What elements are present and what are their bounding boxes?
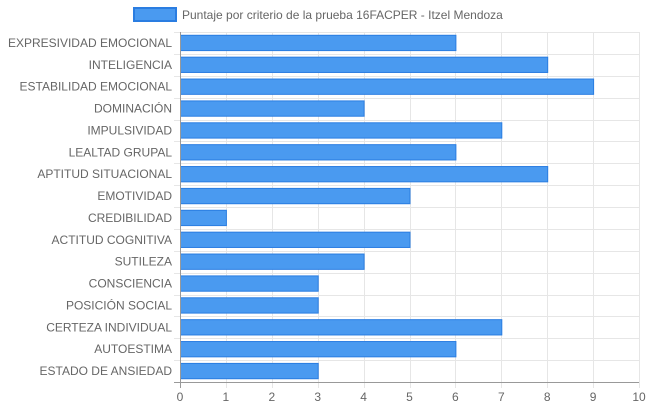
bar[interactable] — [180, 187, 411, 205]
bar[interactable] — [180, 231, 411, 248]
bar[interactable] — [180, 319, 503, 336]
category-label: INTELIGENCIA — [89, 58, 172, 72]
bar[interactable] — [180, 78, 595, 95]
x-tick-label: 10 — [632, 390, 646, 404]
bar[interactable] — [180, 122, 503, 139]
x-tick-label: 2 — [268, 390, 275, 404]
x-tick-label: 5 — [406, 390, 413, 404]
bar[interactable] — [180, 341, 457, 358]
category-label: IMPULSIVIDAD — [87, 123, 172, 137]
category-label: POSICIÓN SOCIAL — [66, 297, 172, 312]
category-label: CERTEZA INDIVIDUAL — [46, 320, 172, 334]
legend[interactable]: Puntaje por criterio de la prueba 16FACP… — [133, 7, 503, 22]
bar[interactable] — [180, 34, 457, 52]
category-label: CREDIBILIDAD — [88, 211, 172, 225]
category-label: AUTOESTIMA — [94, 342, 172, 356]
category-label: EMOTIVIDAD — [97, 189, 172, 203]
bar[interactable] — [180, 56, 549, 73]
category-labels: EXPRESIVIDAD EMOCIONAL INTELIGENCIA ESTABI… — [8, 36, 172, 378]
x-tick-label: 9 — [590, 390, 597, 404]
x-tick-label: 6 — [452, 390, 459, 404]
legend-swatch — [133, 7, 177, 22]
bar[interactable] — [180, 275, 319, 292]
bar[interactable] — [180, 362, 319, 380]
category-label: ESTABILIDAD EMOCIONAL — [20, 80, 173, 94]
x-tick-label: 3 — [314, 390, 321, 404]
category-label: DOMINACIÓN — [94, 101, 172, 116]
category-label: ACTITUD COGNITIVA — [52, 233, 172, 247]
x-tick-label: 8 — [544, 390, 551, 404]
category-label: APTITUD SITUACIONAL — [37, 167, 172, 181]
x-tick-label: 7 — [498, 390, 505, 404]
bars — [180, 34, 595, 380]
category-label: ESTADO DE ANSIEDAD — [40, 364, 173, 378]
bar[interactable] — [180, 209, 227, 227]
x-axis-ticks: 0 1 2 3 4 5 6 7 8 9 10 — [177, 390, 646, 404]
bar[interactable] — [180, 144, 457, 161]
category-label: EXPRESIVIDAD EMOCIONAL — [8, 36, 172, 50]
category-label: LEALTAD GRUPAL — [69, 145, 173, 159]
bar[interactable] — [180, 253, 365, 270]
bar[interactable] — [180, 297, 319, 314]
category-label: SUTILEZA — [115, 255, 172, 269]
x-tick-label: 1 — [223, 390, 230, 404]
x-tick-label: 0 — [177, 390, 184, 404]
bar[interactable] — [180, 100, 365, 117]
x-tick-label: 4 — [360, 390, 367, 404]
bar[interactable] — [180, 166, 549, 183]
category-label: CONSCIENCIA — [89, 277, 172, 291]
legend-label: Puntaje por criterio de la prueba 16FACP… — [182, 8, 503, 22]
